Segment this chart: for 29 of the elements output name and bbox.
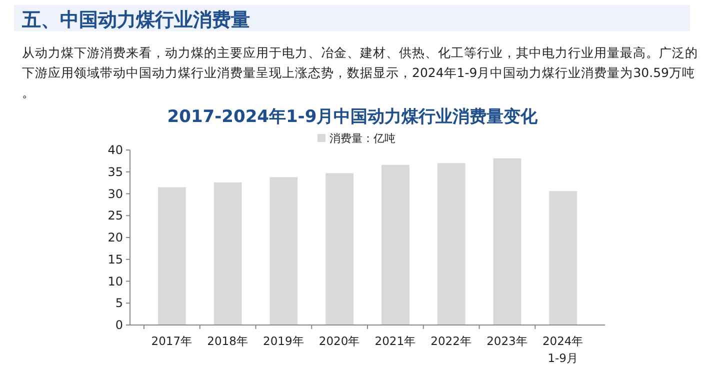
x-tick-label: 2019年 bbox=[263, 334, 304, 348]
chart-subtitle: 2017-2024年1-9月中国动力煤行业消费量变化 bbox=[167, 107, 539, 127]
y-tick-label: 40 bbox=[108, 143, 123, 157]
x-tick-label: 2020年 bbox=[318, 334, 360, 348]
y-tick-label: 35 bbox=[108, 164, 123, 179]
y-tick-label: 10 bbox=[108, 274, 123, 288]
y-tick-label: 30 bbox=[108, 186, 123, 201]
x-tick-label: 2022年 bbox=[430, 334, 472, 348]
y-tick-label: 15 bbox=[108, 252, 123, 266]
bar bbox=[549, 191, 578, 325]
y-tick-label: 5 bbox=[115, 296, 123, 310]
x-tick-label: 2018年 bbox=[207, 334, 248, 348]
bar bbox=[493, 158, 522, 325]
x-tick-label: 2021年 bbox=[374, 334, 416, 348]
y-tick-label: 25 bbox=[108, 208, 123, 223]
y-tick-label: 0 bbox=[115, 318, 123, 332]
text: 从动力煤下游消费来看，动力煤的主要应用于电力、冶金、建材、供热、化工等行业，其中电力行业用量最高。广泛的下游应用领域带动中国动力煤行业消费量呈现上涨态势，数据显示，2024年1-9月中国动力煤行业消费量为30.59万吨。 bbox=[22, 45, 698, 100]
bar bbox=[326, 173, 354, 325]
bar bbox=[437, 163, 466, 325]
x-tick-label: 2017年 bbox=[151, 334, 193, 348]
legend-label: 消费量：亿吨 bbox=[330, 132, 396, 145]
x-tick-label: 2023年 bbox=[486, 334, 528, 348]
bar bbox=[158, 187, 186, 325]
bar bbox=[214, 182, 242, 325]
y-tick-label: 20 bbox=[108, 230, 123, 244]
bar bbox=[381, 164, 410, 325]
x-tick-label: 2024年 1-9月 bbox=[542, 334, 584, 365]
bar bbox=[270, 177, 298, 325]
chart-title: 五、中国动力煤行业消费量 bbox=[21, 9, 250, 31]
